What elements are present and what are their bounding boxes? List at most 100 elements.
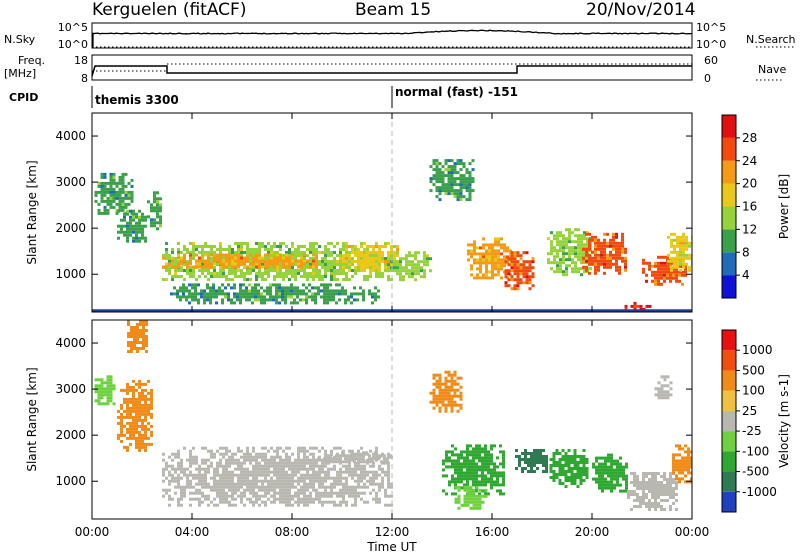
data-cell — [447, 388, 451, 392]
data-cell — [285, 452, 288, 456]
data-cell — [675, 279, 678, 283]
data-cell — [276, 479, 279, 483]
data-cell — [133, 326, 136, 329]
data-cell — [291, 497, 294, 501]
data-cell — [168, 497, 171, 501]
data-cell — [565, 240, 568, 244]
data-cell — [188, 292, 191, 296]
data-cell — [183, 259, 186, 263]
data-cell — [142, 326, 145, 329]
data-cell — [288, 500, 291, 504]
data-cell — [559, 270, 562, 274]
data-cell — [231, 461, 234, 465]
data-cell — [194, 283, 197, 287]
data-cell — [142, 347, 145, 350]
data-cell — [484, 450, 487, 454]
data-cell — [324, 266, 327, 269]
data-cell — [556, 231, 559, 235]
data-cell — [180, 251, 183, 254]
data-cell — [633, 475, 636, 478]
data-cell — [459, 403, 463, 407]
data-cell — [204, 251, 207, 254]
data-cell — [252, 256, 255, 260]
data-cell — [315, 262, 318, 266]
data-cell — [481, 489, 484, 493]
data-cell — [106, 378, 110, 382]
data-cell — [234, 253, 237, 257]
data-cell — [577, 258, 580, 262]
data-cell — [141, 227, 144, 231]
data-cell — [341, 454, 344, 458]
data-cell — [306, 461, 309, 465]
data-cell — [616, 483, 619, 487]
freq-label-1: Freq. — [18, 54, 45, 67]
data-cell — [363, 476, 366, 480]
data-cell — [468, 162, 472, 166]
data-cell — [366, 251, 369, 254]
data-cell — [121, 175, 125, 179]
data-cell — [507, 278, 511, 282]
data-cell — [255, 491, 258, 495]
data-cell — [246, 251, 249, 254]
data-cell — [303, 476, 306, 480]
data-cell — [491, 243, 494, 247]
data-cell — [270, 266, 273, 269]
data-cell — [478, 444, 481, 448]
data-cell — [237, 479, 240, 483]
data-cell — [369, 464, 372, 468]
data-cell — [663, 487, 666, 490]
data-cell — [207, 449, 210, 453]
data-cell — [612, 241, 615, 245]
data-cell — [335, 289, 338, 293]
data-cell — [306, 263, 309, 266]
data-cell — [510, 266, 514, 270]
data-cell — [195, 253, 198, 257]
data-cell — [136, 323, 139, 326]
data-cell — [294, 464, 297, 468]
data-cell — [390, 254, 393, 257]
data-cell — [372, 263, 375, 266]
data-cell — [369, 476, 372, 480]
data-cell — [487, 468, 490, 472]
data-cell — [291, 257, 294, 260]
data-cell — [207, 272, 210, 275]
data-cell — [254, 289, 257, 293]
data-cell — [227, 298, 230, 302]
data-cell — [243, 461, 246, 465]
data-cell — [201, 263, 204, 266]
data-cell — [408, 260, 411, 264]
data-cell — [130, 347, 133, 350]
data-cell — [639, 505, 642, 508]
data-cell — [222, 269, 225, 272]
data-cell — [372, 260, 375, 263]
data-cell — [447, 174, 451, 178]
data-cell — [216, 248, 219, 251]
data-cell — [678, 273, 681, 277]
data-cell — [242, 292, 245, 296]
data-cell — [507, 269, 511, 273]
data-cell — [165, 257, 168, 260]
data-cell — [357, 491, 360, 495]
data-cell — [123, 233, 126, 237]
data-cell — [625, 486, 628, 490]
data-cell — [606, 244, 609, 248]
data-cell — [471, 189, 475, 193]
data-cell — [255, 265, 258, 269]
data-cell — [550, 231, 553, 235]
data-cell — [588, 241, 591, 245]
data-cell — [138, 221, 141, 225]
data-cell — [411, 269, 414, 273]
data-cell — [221, 301, 224, 305]
data-cell — [145, 350, 148, 353]
data-cell — [468, 198, 472, 202]
data-cell — [432, 382, 436, 386]
data-cell — [189, 473, 192, 477]
data-cell — [219, 266, 222, 269]
data-cell — [615, 250, 618, 254]
data-cell — [327, 494, 330, 498]
data-cell — [666, 490, 669, 493]
data-cell — [685, 244, 688, 248]
data-cell — [678, 462, 681, 466]
data-cell — [378, 245, 381, 248]
data-cell — [255, 500, 258, 504]
